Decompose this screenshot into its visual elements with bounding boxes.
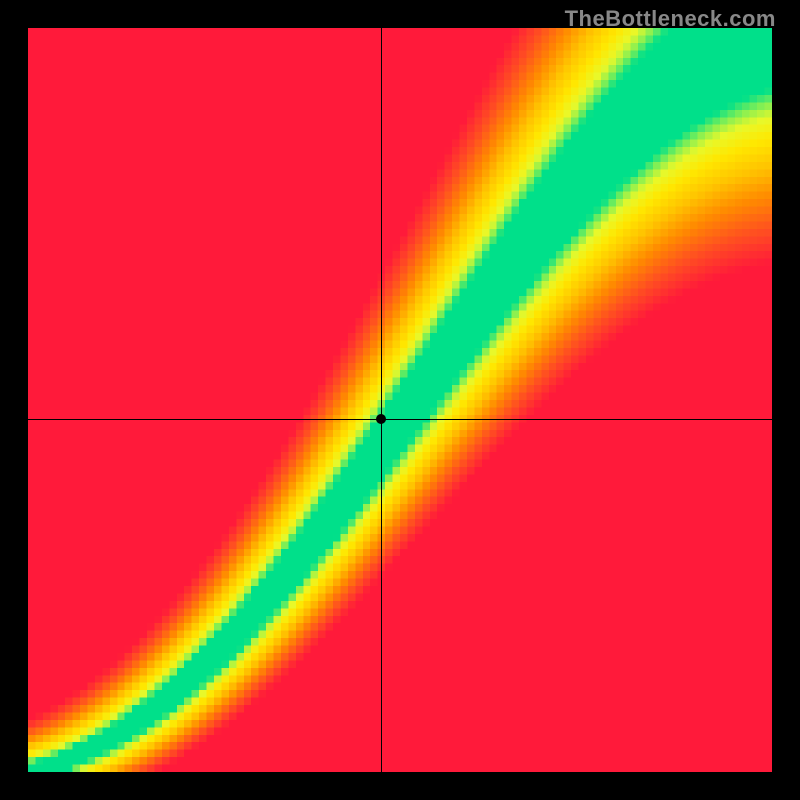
crosshair-marker-dot bbox=[376, 414, 386, 424]
crosshair-vertical bbox=[381, 28, 382, 772]
chart-container: TheBottleneck.com bbox=[0, 0, 800, 800]
plot-frame bbox=[28, 28, 772, 772]
bottleneck-heatmap bbox=[28, 28, 772, 772]
crosshair-horizontal bbox=[28, 419, 772, 420]
